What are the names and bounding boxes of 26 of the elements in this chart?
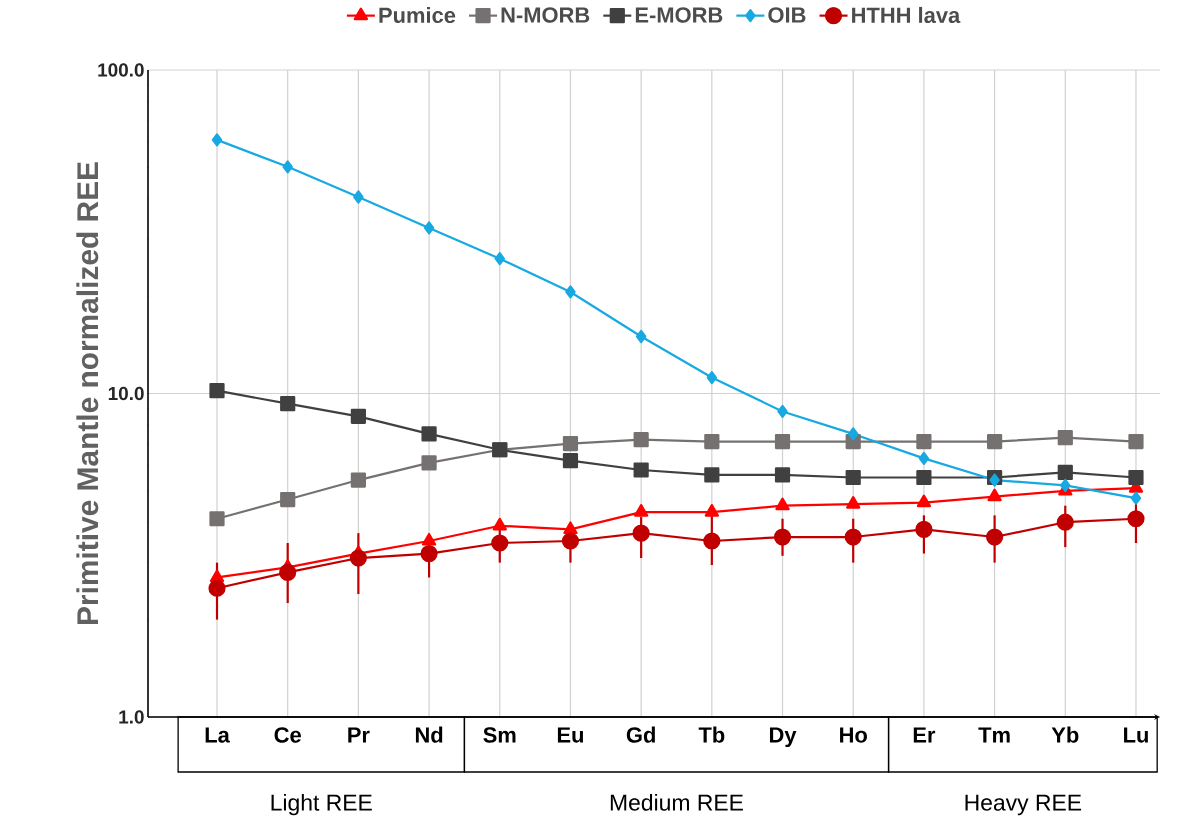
x-tick-label: La (205, 727, 230, 743)
x-tick-label: Tm (978, 727, 1010, 743)
legend-label: OIB (768, 7, 806, 23)
x-tick-label: Gd (626, 726, 655, 743)
x-tick-label: Nd (415, 726, 443, 743)
x-tick-label: Lu (1124, 727, 1148, 743)
x-tick-label: Pr (348, 727, 370, 743)
x-tick-label: Yb (1051, 726, 1079, 743)
x-tick-label: Ce (274, 727, 301, 743)
legend-label: N-MORB (501, 7, 590, 23)
legend-label: HTHH lava (852, 6, 961, 24)
x-tick-label: Eu (557, 727, 584, 743)
text: Heavy REE (965, 794, 1082, 816)
text: Medium REE (610, 793, 743, 811)
y-tick-label: 100.0 (98, 63, 144, 77)
x-tick-label: Tb (698, 726, 725, 743)
x-tick-label: Sm (483, 727, 516, 743)
y-tick-label: 1.0 (119, 710, 144, 724)
y-tick-label: 10.0 (108, 386, 144, 401)
text: Light REE (271, 793, 372, 816)
legend-label: Pumice (379, 6, 456, 24)
x-tick-label: Dy (769, 727, 797, 748)
x-tick-label: Ho (840, 727, 867, 743)
legend-label: E-MORB (635, 7, 723, 23)
x-tick-label: Er (913, 727, 936, 743)
y-axis-title: Primitive Mantle normalized REE (76, 162, 99, 624)
